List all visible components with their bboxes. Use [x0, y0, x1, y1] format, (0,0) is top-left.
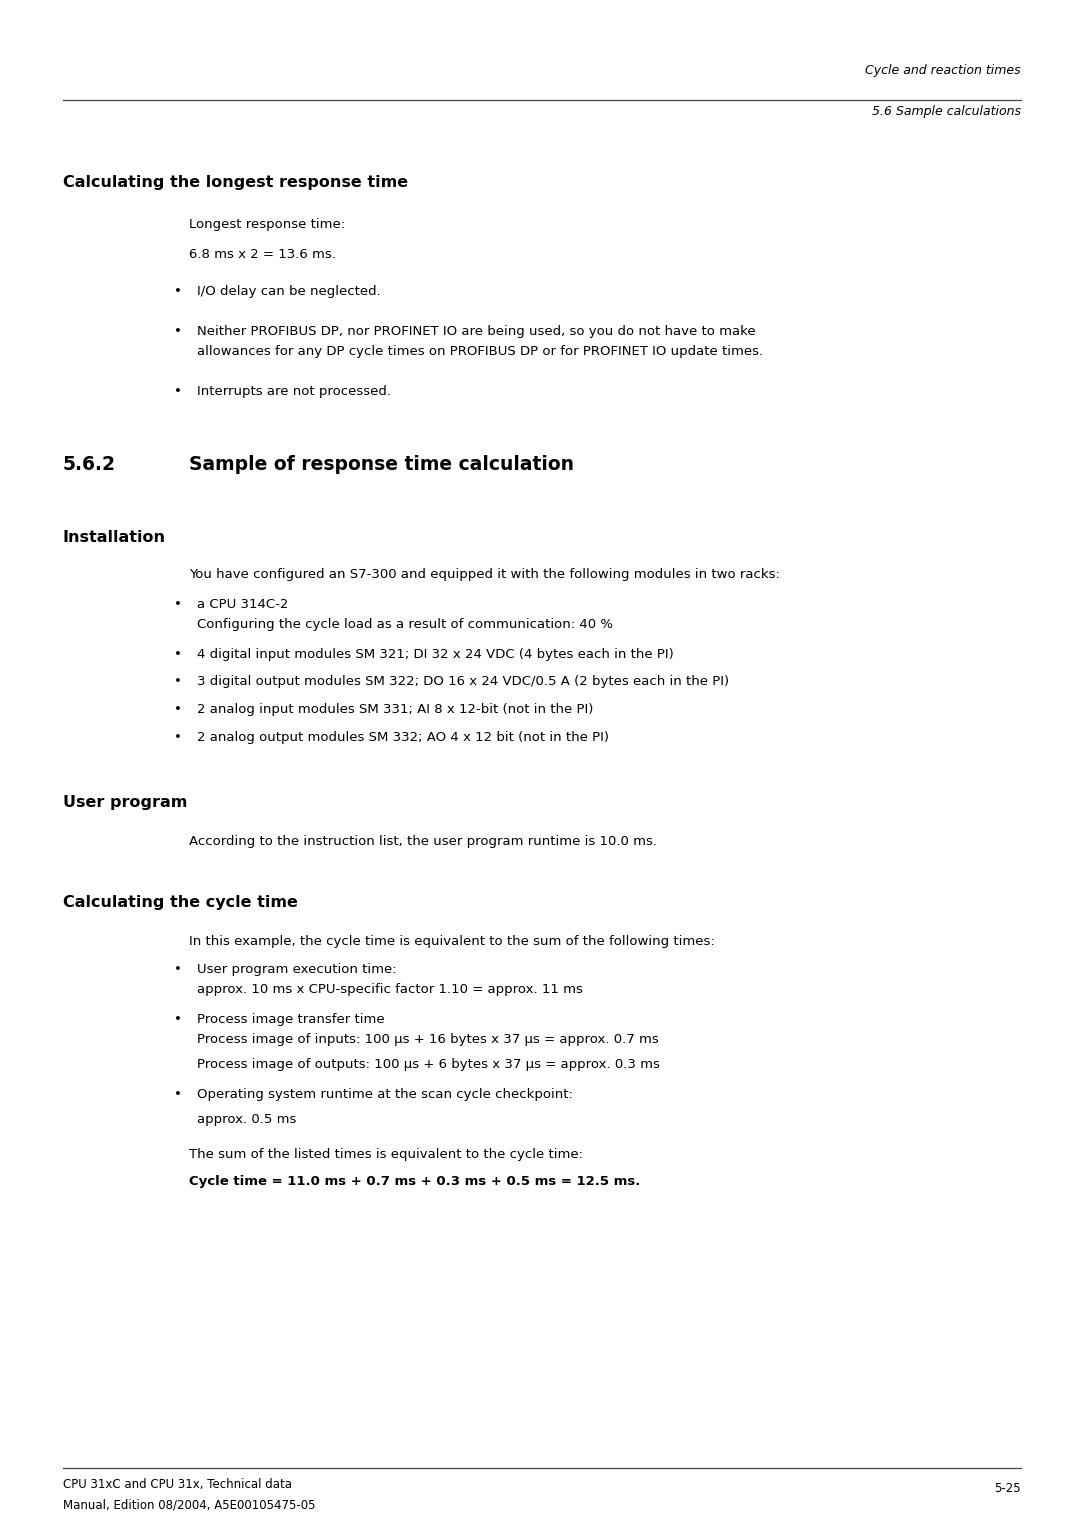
- Text: Neither PROFIBUS DP, nor PROFINET IO are being used, so you do not have to make: Neither PROFIBUS DP, nor PROFINET IO are…: [197, 325, 755, 338]
- Text: •: •: [174, 597, 183, 611]
- Text: Calculating the longest response time: Calculating the longest response time: [63, 176, 408, 189]
- Text: Calculating the cycle time: Calculating the cycle time: [63, 895, 297, 911]
- Text: Longest response time:: Longest response time:: [189, 219, 346, 231]
- Text: According to the instruction list, the user program runtime is 10.0 ms.: According to the instruction list, the u…: [189, 834, 657, 848]
- Text: Installation: Installation: [63, 530, 165, 545]
- Text: 5.6.2: 5.6.2: [63, 455, 116, 474]
- Text: Cycle time = 11.0 ms + 0.7 ms + 0.3 ms + 0.5 ms = 12.5 ms.: Cycle time = 11.0 ms + 0.7 ms + 0.3 ms +…: [189, 1175, 640, 1187]
- Text: •: •: [174, 1088, 183, 1102]
- Text: 5.6 Sample calculations: 5.6 Sample calculations: [872, 105, 1021, 118]
- Text: Manual, Edition 08/2004, A5E00105475-05: Manual, Edition 08/2004, A5E00105475-05: [63, 1497, 315, 1511]
- Text: 2 analog input modules SM 331; AI 8 x 12-bit (not in the PI): 2 analog input modules SM 331; AI 8 x 12…: [197, 703, 593, 717]
- Text: allowances for any DP cycle times on PROFIBUS DP or for PROFINET IO update times: allowances for any DP cycle times on PRO…: [197, 345, 762, 358]
- Text: Process image of outputs: 100 μs + 6 bytes x 37 μs = approx. 0.3 ms: Process image of outputs: 100 μs + 6 byt…: [197, 1057, 660, 1071]
- Text: •: •: [174, 286, 183, 298]
- Text: User program execution time:: User program execution time:: [197, 963, 396, 976]
- Text: approx. 10 ms x CPU-specific factor 1.10 = approx. 11 ms: approx. 10 ms x CPU-specific factor 1.10…: [197, 983, 582, 996]
- Text: •: •: [174, 675, 183, 688]
- Text: Cycle and reaction times: Cycle and reaction times: [865, 64, 1021, 76]
- Text: CPU 31xC and CPU 31x, Technical data: CPU 31xC and CPU 31x, Technical data: [63, 1478, 292, 1491]
- Text: The sum of the listed times is equivalent to the cycle time:: The sum of the listed times is equivalen…: [189, 1148, 583, 1161]
- Text: •: •: [174, 648, 183, 662]
- Text: •: •: [174, 1013, 183, 1025]
- Text: approx. 0.5 ms: approx. 0.5 ms: [197, 1112, 296, 1126]
- Text: Process image transfer time: Process image transfer time: [197, 1013, 384, 1025]
- Text: •: •: [174, 325, 183, 338]
- Text: You have configured an S7-300 and equipped it with the following modules in two : You have configured an S7-300 and equipp…: [189, 568, 780, 581]
- Text: I/O delay can be neglected.: I/O delay can be neglected.: [197, 286, 380, 298]
- Text: Interrupts are not processed.: Interrupts are not processed.: [197, 385, 391, 397]
- Text: In this example, the cycle time is equivalent to the sum of the following times:: In this example, the cycle time is equiv…: [189, 935, 715, 947]
- Text: a CPU 314C-2: a CPU 314C-2: [197, 597, 288, 611]
- Text: •: •: [174, 730, 183, 744]
- Text: Sample of response time calculation: Sample of response time calculation: [189, 455, 573, 474]
- Text: •: •: [174, 385, 183, 397]
- Text: 5-25: 5-25: [994, 1482, 1021, 1494]
- Text: Process image of inputs: 100 μs + 16 bytes x 37 μs = approx. 0.7 ms: Process image of inputs: 100 μs + 16 byt…: [197, 1033, 659, 1047]
- Text: Configuring the cycle load as a result of communication: 40 %: Configuring the cycle load as a result o…: [197, 617, 612, 631]
- Text: •: •: [174, 703, 183, 717]
- Text: 3 digital output modules SM 322; DO 16 x 24 VDC/0.5 A (2 bytes each in the PI): 3 digital output modules SM 322; DO 16 x…: [197, 675, 729, 688]
- Text: 6.8 ms x 2 = 13.6 ms.: 6.8 ms x 2 = 13.6 ms.: [189, 248, 336, 261]
- Text: User program: User program: [63, 795, 187, 810]
- Text: •: •: [174, 963, 183, 976]
- Text: 2 analog output modules SM 332; AO 4 x 12 bit (not in the PI): 2 analog output modules SM 332; AO 4 x 1…: [197, 730, 608, 744]
- Text: 4 digital input modules SM 321; DI 32 x 24 VDC (4 bytes each in the PI): 4 digital input modules SM 321; DI 32 x …: [197, 648, 673, 662]
- Text: Operating system runtime at the scan cycle checkpoint:: Operating system runtime at the scan cyc…: [197, 1088, 572, 1102]
